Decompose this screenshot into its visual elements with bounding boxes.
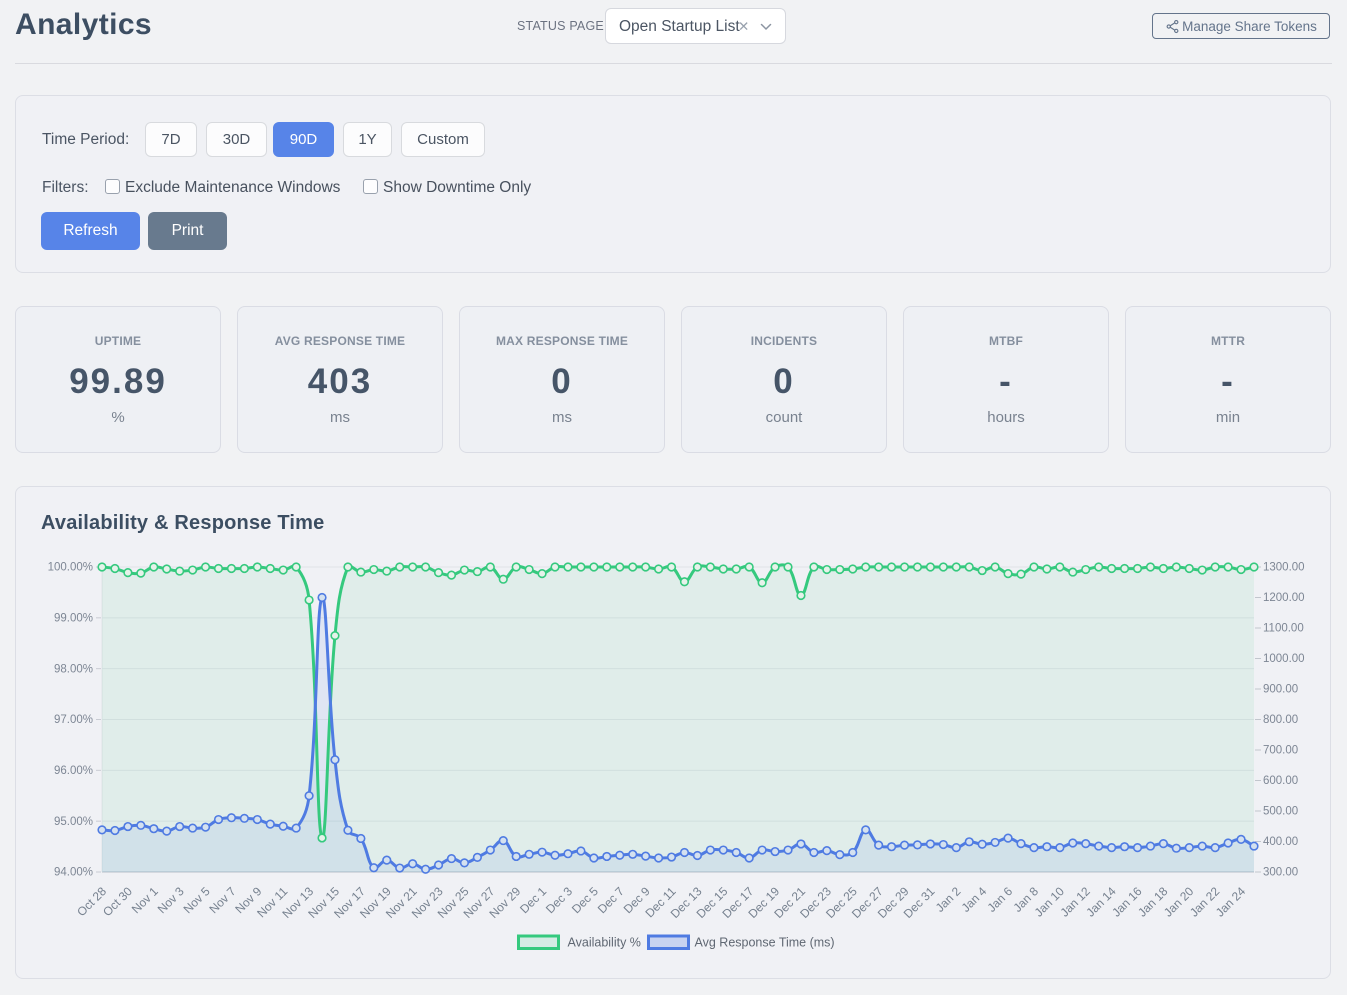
svg-text:1000.00: 1000.00 [1263,653,1305,665]
svg-text:1100.00: 1100.00 [1263,623,1304,635]
svg-text:Jan 24: Jan 24 [1213,884,1249,920]
svg-text:Oct 30: Oct 30 [100,884,135,919]
svg-text:400.00: 400.00 [1263,836,1298,848]
svg-text:Jan 4: Jan 4 [959,884,990,915]
svg-text:96.00%: 96.00% [54,765,93,777]
svg-text:600.00: 600.00 [1263,775,1298,787]
svg-text:900.00: 900.00 [1263,684,1298,696]
svg-text:Nov 7: Nov 7 [206,884,238,916]
svg-text:Jan 2: Jan 2 [933,884,964,915]
svg-text:Dec 7: Dec 7 [595,884,627,916]
svg-text:Dec 1: Dec 1 [517,884,549,916]
svg-text:700.00: 700.00 [1263,745,1298,757]
svg-text:1300.00: 1300.00 [1263,562,1305,574]
svg-text:Jan 6: Jan 6 [985,884,1016,915]
svg-text:300.00: 300.00 [1263,867,1298,879]
svg-text:Nov 5: Nov 5 [181,884,213,916]
svg-text:Nov 1: Nov 1 [129,884,161,916]
svg-text:Dec 3: Dec 3 [543,884,575,916]
svg-text:Availability %: Availability % [568,936,641,950]
svg-text:Dec 5: Dec 5 [569,884,601,916]
svg-text:1200.00: 1200.00 [1263,592,1305,604]
svg-text:500.00: 500.00 [1263,806,1298,818]
svg-text:800.00: 800.00 [1263,714,1298,726]
svg-text:Avg Response Time (ms): Avg Response Time (ms) [695,936,835,950]
svg-text:100.00%: 100.00% [48,562,93,574]
svg-text:94.00%: 94.00% [54,867,93,879]
svg-text:Nov 3: Nov 3 [155,884,187,916]
svg-text:95.00%: 95.00% [54,816,93,828]
svg-text:97.00%: 97.00% [54,714,93,726]
svg-text:99.00%: 99.00% [54,613,93,625]
svg-text:98.00%: 98.00% [54,663,93,675]
